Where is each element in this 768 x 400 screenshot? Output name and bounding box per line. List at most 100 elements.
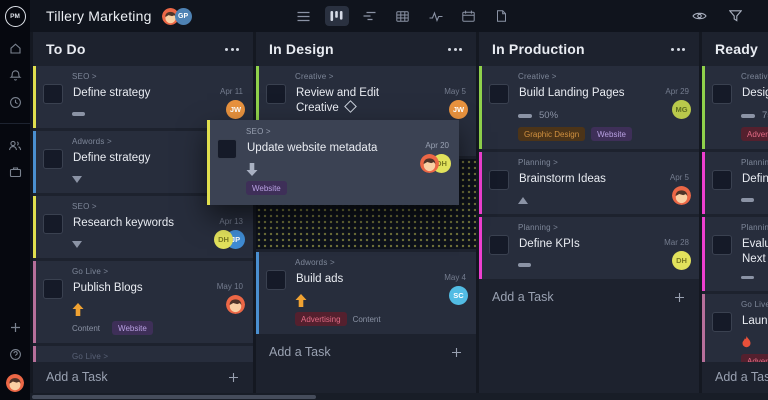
task-card[interactable]: Go Live > Publish Blogs May 10 Content W… [33, 261, 253, 343]
task-card[interactable]: Planning > Define KPIs Mar 28 DH [479, 217, 699, 279]
task-topic-link[interactable]: SEO > [246, 127, 271, 136]
task-card[interactable]: SEO > Define strategy Apr 11 JW [33, 66, 253, 128]
column-menu-icon[interactable] [225, 47, 239, 51]
task-card[interactable]: Planning > Define Goals [702, 152, 768, 214]
recent-clock-icon[interactable] [8, 95, 22, 109]
assignee-avatar-photo [420, 154, 439, 173]
profile-avatar[interactable] [6, 374, 24, 392]
task-title[interactable]: Define KPIs [519, 238, 580, 250]
task-topic-link[interactable]: Adwords > [295, 258, 335, 267]
task-title[interactable]: Publish Blogs [73, 282, 143, 294]
column-menu-icon[interactable] [671, 47, 685, 51]
task-topic-link[interactable]: Adwords > [72, 137, 112, 146]
column-menu-icon[interactable] [448, 47, 462, 51]
tag[interactable]: Content [352, 314, 381, 324]
task-topic-link[interactable]: Go Live > [72, 267, 109, 276]
task-topic-link[interactable]: Creative > [518, 72, 557, 81]
task-checkbox[interactable] [712, 235, 732, 255]
add-icon[interactable] [8, 320, 22, 334]
task-checkbox[interactable] [217, 139, 237, 159]
workflow-view-icon[interactable] [424, 6, 448, 26]
calendar-view-icon[interactable] [457, 6, 481, 26]
list-view-icon[interactable] [292, 6, 316, 26]
task-checkbox[interactable] [266, 270, 286, 290]
home-icon[interactable] [8, 41, 22, 55]
due-date: Apr 29 [665, 87, 689, 96]
task-topic-link[interactable]: SEO > [72, 202, 97, 211]
task-topic-link[interactable]: Planning > [741, 223, 768, 232]
add-task-button[interactable]: Add a Task [33, 362, 253, 392]
task-checkbox[interactable] [43, 84, 63, 104]
assignee-avatar: JW [226, 100, 245, 119]
task-checkbox[interactable] [712, 84, 732, 104]
task-title[interactable]: Build Landing Pages [519, 87, 625, 99]
tag[interactable]: Advertising [295, 312, 347, 326]
tag[interactable]: Website [591, 127, 632, 141]
filter-icon[interactable] [729, 10, 742, 22]
task-topic-link[interactable]: Creative > [295, 72, 334, 81]
add-task-button[interactable]: Add a Task [702, 362, 768, 392]
member-avatar-photo[interactable] [161, 7, 179, 25]
task-checkbox[interactable] [489, 235, 509, 255]
task-title[interactable]: Build ads [296, 273, 344, 285]
due-date: May 5 [444, 87, 466, 96]
priority-down-icon [246, 162, 451, 176]
tag[interactable]: Content [72, 323, 101, 333]
task-checkbox[interactable] [489, 170, 509, 190]
task-topic-link[interactable]: Creative > [741, 72, 768, 81]
task-checkbox[interactable] [43, 279, 63, 299]
task-card[interactable]: Creative > Design Ads 75% Advertising [702, 66, 768, 149]
task-title[interactable]: Research keywords [73, 217, 174, 229]
task-title[interactable]: Define strategy [73, 87, 151, 99]
task-checkbox[interactable] [43, 149, 63, 169]
column-title: In Design [269, 41, 334, 57]
task-checkbox[interactable] [712, 312, 732, 333]
task-checkbox[interactable] [43, 214, 63, 234]
task-card[interactable]: Planning > Brainstorm Ideas Apr 5 [479, 152, 699, 214]
tag[interactable]: Website [112, 321, 153, 335]
task-card[interactable]: Planning > Evaluate Results and Next Ste… [702, 217, 768, 292]
task-title[interactable]: Define Goals [742, 173, 768, 185]
task-title[interactable]: Launch Campaign [742, 315, 768, 328]
notifications-icon[interactable] [8, 68, 22, 82]
board-view-icon[interactable] [324, 6, 349, 26]
visibility-icon[interactable] [692, 11, 707, 21]
pm-logo[interactable]: PM [4, 6, 26, 27]
sheet-view-icon[interactable] [391, 6, 415, 26]
assignee-avatar-photo [226, 295, 245, 314]
task-title[interactable]: Review and Edit Creative [296, 87, 380, 115]
task-checkbox[interactable] [712, 170, 732, 190]
docs-view-icon[interactable] [490, 6, 514, 26]
task-card[interactable]: SEO > Research keywords Apr 13 DH JP [33, 196, 253, 258]
tag[interactable]: Website [246, 181, 287, 195]
task-topic-link[interactable]: SEO > [72, 72, 97, 81]
task-title[interactable]: Evaluate Results and Next Steps [742, 238, 768, 266]
help-icon[interactable] [8, 347, 22, 361]
task-topic-link[interactable]: Go Live > [741, 300, 768, 310]
column-todo: To Do SEO > Define strategy Apr 11 JW Ad… [33, 32, 253, 400]
task-title[interactable]: Update website metadata [247, 142, 378, 154]
add-task-button[interactable]: Add a Task [479, 282, 699, 312]
task-card[interactable]: Adwords > Build ads May 4 SC Advertising… [256, 252, 476, 334]
task-title[interactable]: Design Ads [742, 87, 768, 99]
task-topic-link[interactable]: Planning > [518, 223, 559, 232]
dragged-task-card[interactable]: SEO > Update website metadata Apr 20 DH … [207, 120, 459, 205]
priority-low-icon [72, 173, 245, 185]
portfolio-icon[interactable] [8, 165, 22, 179]
task-checkbox[interactable] [489, 84, 509, 104]
gantt-view-icon[interactable] [358, 6, 382, 26]
task-topic-link[interactable]: Planning > [518, 158, 559, 167]
task-checkbox[interactable] [266, 84, 286, 104]
task-topic-link[interactable]: Planning > [741, 158, 768, 167]
task-topic-link[interactable]: Go Live > [72, 352, 109, 361]
task-card[interactable]: Creative > Build Landing Pages Apr 29 MG… [479, 66, 699, 149]
member-avatar-gp[interactable]: GP [174, 7, 192, 25]
task-title[interactable]: Brainstorm Ideas [519, 173, 606, 185]
task-title[interactable]: Define strategy [73, 152, 151, 164]
tag[interactable]: Advertising [741, 127, 768, 141]
add-task-button[interactable]: Add a Task [256, 337, 476, 367]
tag[interactable]: Graphic Design [518, 127, 586, 141]
scrollbar-thumb[interactable] [32, 394, 316, 399]
team-icon[interactable] [8, 138, 22, 152]
